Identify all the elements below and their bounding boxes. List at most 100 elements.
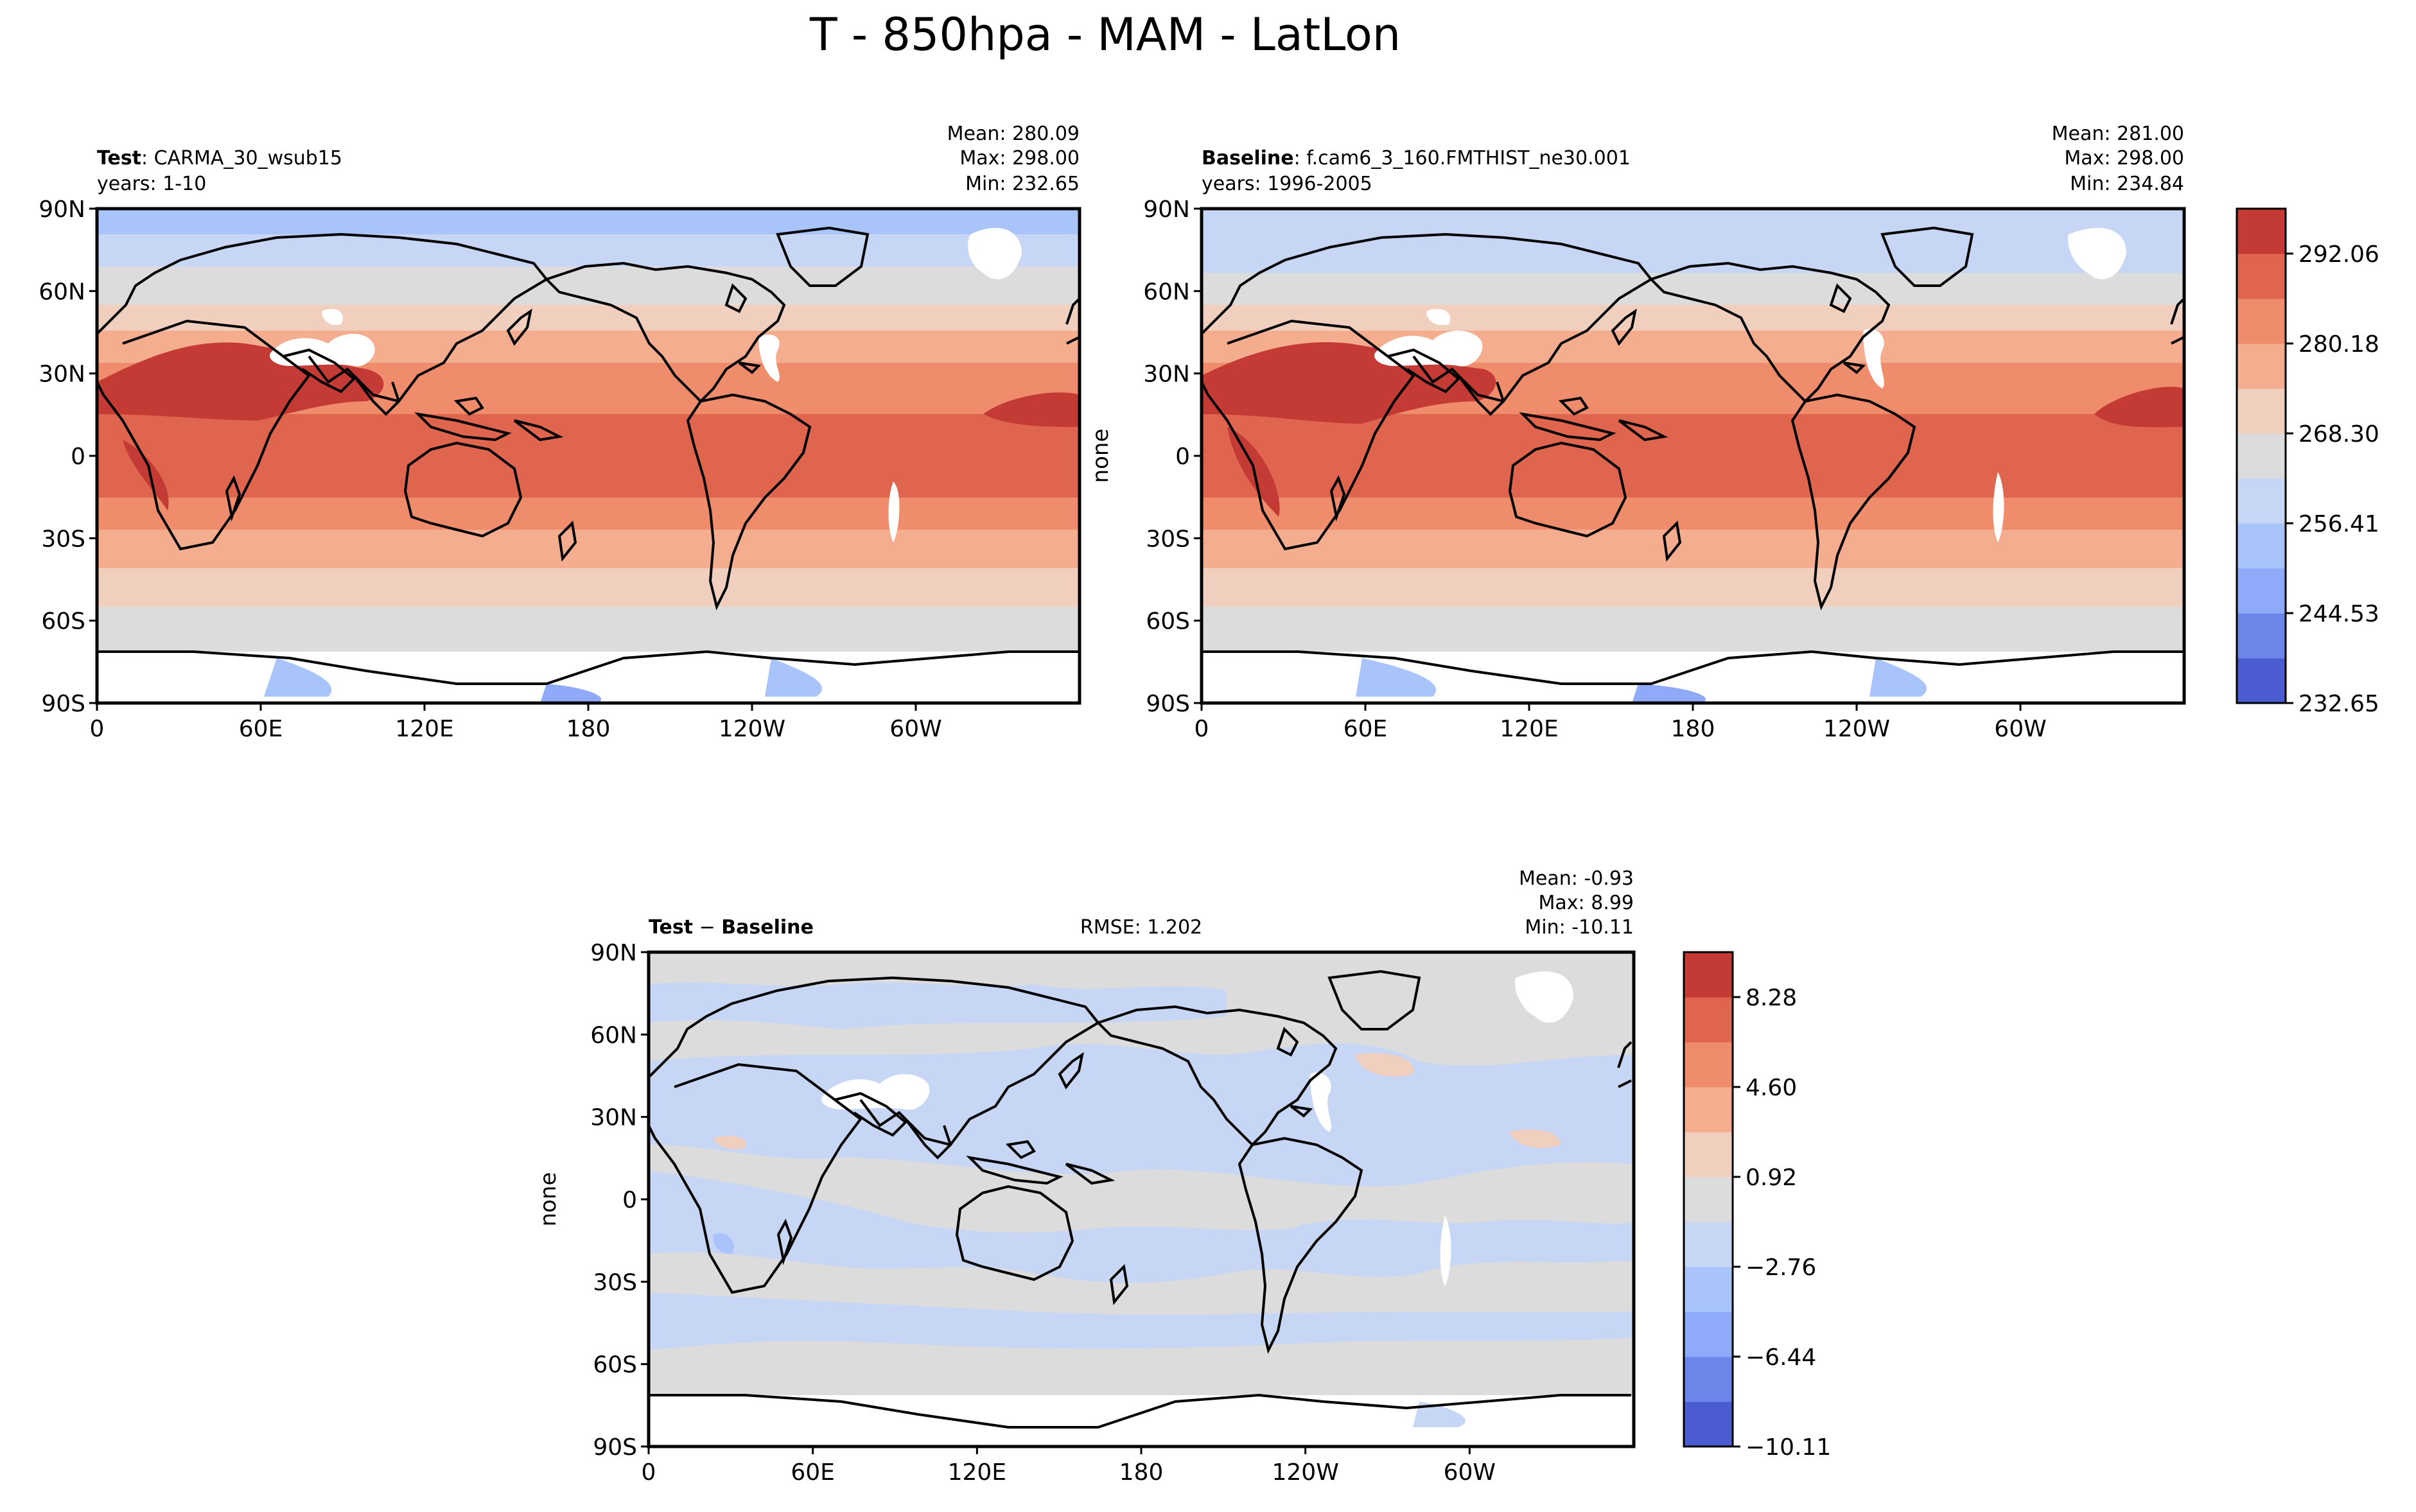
colorbar-segment	[1684, 1087, 1733, 1133]
colorbar-diff: −10.11 −6.44 −2.76 0.92 4.60 8.28	[1683, 951, 1831, 1461]
colorbar-segment	[2237, 299, 2286, 344]
y-tick-label: 0	[622, 1187, 637, 1213]
panel-baseline-mean: Mean: 281.00	[2052, 123, 2184, 145]
y-tick-label: 60N	[39, 279, 85, 305]
panel-baseline: Mean: 281.00 Max: 298.00 Min: 234.84 Bas…	[1088, 123, 2186, 705]
colorbar-segment	[1684, 1267, 1733, 1312]
colorbar-segment	[2237, 209, 2286, 254]
y-tick-label: 90S	[593, 1434, 637, 1461]
colorbar-segment	[2237, 388, 2286, 434]
colorbar-tick-label: 4.60	[1746, 1075, 1797, 1101]
colorbar-tick-label: −6.44	[1746, 1344, 1816, 1371]
colorbar-segment	[2237, 433, 2286, 479]
x-tick-label: 120W	[1272, 1459, 1339, 1486]
colorbar-frame	[1683, 951, 1734, 1448]
colorbar-segment	[1684, 1312, 1733, 1357]
colorbar-tick-label: −10.11	[1746, 1434, 1831, 1461]
x-tick-label: 0	[642, 1459, 656, 1486]
colorbar-frame	[2236, 207, 2287, 704]
panel-diff-min: Min: -10.11	[1525, 916, 1634, 939]
panel-baseline-label-bold: Baseline	[1202, 147, 1294, 169]
x-tick-label: 120W	[719, 716, 785, 742]
x-tick-label: 180	[1119, 1459, 1164, 1486]
panel-test: Mean: 280.09 Max: 298.00 Min: 232.65 Tes…	[95, 123, 1081, 705]
panel-baseline-label-rest: : f.cam6_3_160.FMTHIST_ne30.001	[1294, 147, 1631, 169]
y-tick-label: 30S	[593, 1269, 637, 1296]
panel-test-years: years: 1-10	[97, 173, 206, 195]
x-tick-label: 0	[1195, 716, 1209, 742]
panel-diff-label: Test − Baseline	[649, 916, 814, 939]
panel-baseline-max: Max: 298.00	[2064, 147, 2184, 169]
y-tick-label: 90N	[39, 196, 85, 223]
panel-baseline-map	[1202, 209, 2184, 703]
colorbar-segment	[1684, 1222, 1733, 1267]
panel-test-map	[97, 209, 1080, 703]
panel-diff-label-bold2: Baseline	[721, 916, 814, 939]
colorbar-segment	[1684, 1132, 1733, 1177]
colorbar-segment	[1684, 1177, 1733, 1222]
colorbar-tick-label: 232.65	[2298, 691, 2379, 717]
panel-test-label-rest: : CARMA_30_wsub15	[141, 147, 342, 169]
colorbar-segment	[2237, 254, 2286, 299]
panel-test-label-bold: Test	[97, 147, 141, 169]
panel-diff-rmse: RMSE: 1.202	[1080, 916, 1202, 939]
x-tick-label: 60W	[1994, 716, 2046, 742]
panel-baseline-min: Min: 234.84	[2070, 173, 2184, 195]
x-tick-label: 60E	[1344, 716, 1388, 742]
panel-test-min: Min: 232.65	[965, 173, 1080, 195]
colorbar-segment	[1684, 1357, 1733, 1402]
x-tick-label: 180	[566, 716, 611, 742]
panel-test-max: Max: 298.00	[959, 147, 1080, 169]
x-tick-label: 0	[90, 716, 105, 742]
panel-diff-label-minus: −	[693, 916, 721, 939]
colorbar-segment	[2237, 343, 2286, 389]
colorbar-tick-label: 256.41	[2298, 511, 2379, 537]
colorbar-main: 232.65 244.53 256.41 268.30 280.18 292.06	[2236, 207, 2379, 717]
colorbar-segment	[2237, 658, 2286, 704]
x-tick-label: 60W	[889, 716, 941, 742]
colorbar-tick-label: 8.28	[1746, 985, 1797, 1011]
colorbar-segment	[2237, 568, 2286, 614]
y-tick-label: 30N	[1143, 361, 1190, 388]
colorbar-segment	[2237, 523, 2286, 569]
panel-test-mean: Mean: 280.09	[947, 123, 1080, 145]
y-tick-label: 30S	[1146, 526, 1190, 552]
colorbar-segment	[2237, 613, 2286, 659]
colorbar-tick-label: 244.53	[2298, 601, 2379, 627]
y-tick-label: 0	[71, 444, 85, 470]
y-tick-label: 30S	[41, 526, 85, 552]
panel-baseline-label: Baseline: f.cam6_3_160.FMTHIST_ne30.001	[1202, 147, 1631, 169]
panel-diff-map	[649, 952, 1634, 1447]
x-tick-label: 120E	[395, 716, 453, 742]
y-tick-label: 30N	[590, 1105, 637, 1131]
figure-title: T - 850hpa - MAM - LatLon	[809, 8, 1401, 61]
panel-test-label: Test: CARMA_30_wsub15	[97, 147, 342, 169]
y-tick-label: 60S	[1146, 609, 1190, 635]
x-tick-label: 120E	[948, 1459, 1006, 1486]
panel-diff-max: Max: 8.99	[1539, 892, 1634, 914]
colorbar-segment	[1684, 1042, 1733, 1088]
x-tick-label: 60E	[791, 1459, 835, 1486]
y-tick-label: 90N	[590, 940, 637, 966]
x-tick-label: 60E	[239, 716, 283, 742]
panel-diff-ylabel: none	[536, 1172, 561, 1227]
y-tick-label: 60S	[593, 1352, 637, 1378]
colorbar-segment	[2237, 478, 2286, 524]
y-tick-label: 30N	[39, 361, 85, 388]
x-tick-label: 60W	[1444, 1459, 1496, 1486]
colorbar-segment	[1684, 997, 1733, 1043]
panel-diff-mean: Mean: -0.93	[1519, 867, 1634, 890]
y-tick-label: 60N	[590, 1022, 637, 1048]
panel-diff: Mean: -0.93 Max: 8.99 Min: -10.11 Test −…	[536, 867, 1636, 1448]
colorbar-tick-label: 280.18	[2298, 331, 2379, 358]
y-tick-label: 90S	[41, 691, 85, 717]
y-tick-label: 90S	[1146, 691, 1190, 717]
panel-baseline-years: years: 1996-2005	[1202, 173, 1372, 195]
y-tick-label: 0	[1175, 444, 1190, 470]
x-tick-label: 180	[1671, 716, 1715, 742]
colorbar-segment	[1684, 1402, 1733, 1447]
x-tick-label: 120E	[1500, 716, 1558, 742]
colorbar-tick-label: 0.92	[1746, 1165, 1797, 1191]
y-tick-label: 60N	[1143, 279, 1190, 305]
